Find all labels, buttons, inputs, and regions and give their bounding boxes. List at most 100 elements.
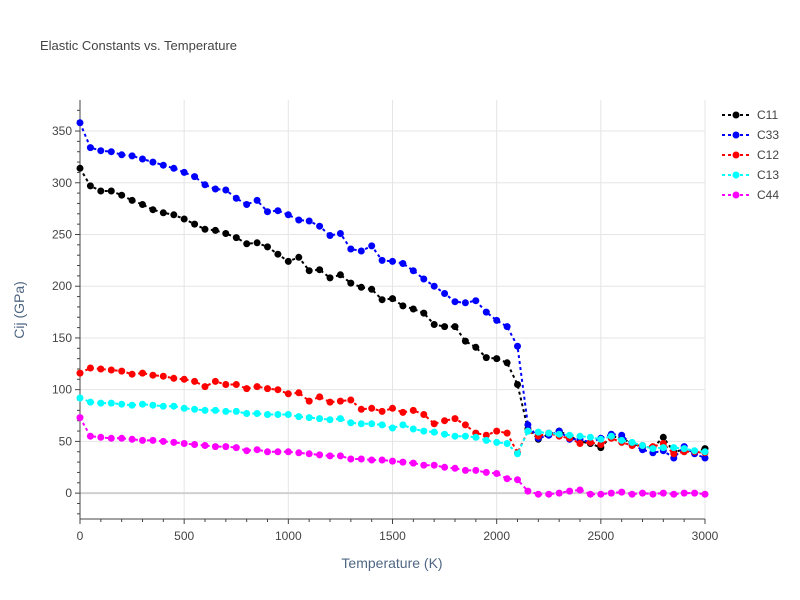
data-point-C13 <box>639 442 646 449</box>
data-point-C13 <box>441 430 449 438</box>
data-point-C33 <box>618 431 626 439</box>
data-point-C11 <box>159 209 167 217</box>
data-point-C44 <box>76 414 84 422</box>
data-point-C33 <box>461 299 469 307</box>
data-point-C13 <box>201 406 209 414</box>
data-point-C44 <box>107 434 115 442</box>
data-point-C44 <box>336 452 344 460</box>
data-point-C33 <box>191 173 199 181</box>
data-point-C44 <box>232 444 240 452</box>
data-point-C12 <box>274 386 282 394</box>
data-point-C44 <box>243 447 251 455</box>
x-tick-label: 3000 <box>692 529 719 543</box>
data-point-C44 <box>420 461 428 469</box>
data-point-C12 <box>264 385 271 393</box>
data-point-C12 <box>461 421 469 429</box>
data-point-C12 <box>232 381 240 388</box>
data-point-C33 <box>524 421 532 429</box>
data-point-C44 <box>399 458 407 466</box>
data-point-C33 <box>97 147 105 155</box>
data-point-C33 <box>514 342 521 350</box>
data-point-C11 <box>149 206 157 214</box>
data-point-C11 <box>139 201 146 208</box>
data-point-C33 <box>295 216 303 224</box>
data-point-C12 <box>159 372 167 380</box>
data-point-C11 <box>482 354 490 362</box>
data-point-C33 <box>284 211 292 219</box>
data-point-C33 <box>493 316 501 324</box>
data-point-C12 <box>118 367 126 375</box>
data-point-C44 <box>597 490 605 498</box>
data-point-C33 <box>482 308 490 316</box>
legend-item-C12: C12 <box>722 148 779 162</box>
data-point-C11 <box>389 295 396 303</box>
data-point-C11 <box>222 230 230 237</box>
data-point-C44 <box>461 466 469 474</box>
data-point-C44 <box>618 488 626 496</box>
legend-item-C44: C44 <box>722 188 779 202</box>
data-point-C44 <box>378 456 386 464</box>
data-point-C13 <box>97 399 105 407</box>
grid-layer <box>79 100 706 519</box>
data-point-C13 <box>274 411 282 418</box>
legend-swatch-marker <box>732 191 740 199</box>
data-point-C33 <box>139 155 146 163</box>
data-point-C11 <box>170 211 178 219</box>
data-point-C44 <box>503 475 511 483</box>
data-point-C33 <box>326 232 334 239</box>
series-C44 <box>76 414 709 498</box>
data-point-C13 <box>597 435 605 443</box>
data-point-C44 <box>534 490 542 498</box>
data-point-C12 <box>97 365 105 373</box>
data-point-C11 <box>274 250 282 258</box>
data-point-C13 <box>264 411 271 418</box>
y-tick-label: 350 <box>52 124 72 138</box>
y-tick-label: 150 <box>52 331 72 345</box>
data-point-C33 <box>264 208 271 216</box>
data-point-C13 <box>378 421 386 429</box>
data-point-C12 <box>378 407 386 415</box>
data-point-C44 <box>97 433 105 441</box>
data-point-C11 <box>451 323 459 331</box>
data-point-C13 <box>232 407 240 415</box>
data-point-C11 <box>399 302 407 310</box>
data-point-C11 <box>514 381 521 388</box>
data-point-C12 <box>284 390 292 398</box>
data-point-C13 <box>128 401 136 409</box>
data-point-C12 <box>170 374 178 382</box>
y-tick-label: 100 <box>52 383 72 397</box>
data-point-C44 <box>264 448 271 456</box>
data-point-C12 <box>305 397 313 405</box>
data-point-C44 <box>545 490 553 498</box>
data-point-C33 <box>159 161 167 169</box>
data-point-C44 <box>222 443 230 451</box>
data-point-C13 <box>316 415 324 423</box>
data-point-C44 <box>128 435 136 443</box>
legend-label: C12 <box>757 148 779 162</box>
legend-label: C44 <box>757 188 779 202</box>
data-point-C12 <box>139 369 146 377</box>
legend: C11 C33 C12 C13 C44 <box>722 108 779 202</box>
data-point-C33 <box>76 119 84 127</box>
data-point-C33 <box>274 207 282 215</box>
y-tick-label: 50 <box>59 434 73 448</box>
data-point-C44 <box>670 490 678 498</box>
data-point-C33 <box>211 185 219 193</box>
legend-swatch-marker <box>732 131 740 139</box>
data-point-C44 <box>305 450 313 458</box>
data-point-C13 <box>628 438 636 446</box>
data-point-C44 <box>482 468 490 476</box>
data-point-C44 <box>430 461 438 469</box>
legend-label: C11 <box>757 108 778 122</box>
data-point-C13 <box>420 427 428 435</box>
legend-swatch-marker <box>732 151 740 159</box>
data-point-C44 <box>295 449 303 457</box>
y-tick-label: 250 <box>52 227 72 241</box>
data-point-C33 <box>201 181 209 189</box>
data-point-C44 <box>576 486 584 494</box>
data-point-C44 <box>409 459 417 467</box>
data-point-C13 <box>659 444 667 452</box>
data-point-C44 <box>586 490 594 498</box>
data-point-C44 <box>701 490 709 498</box>
data-point-C33 <box>232 194 240 202</box>
